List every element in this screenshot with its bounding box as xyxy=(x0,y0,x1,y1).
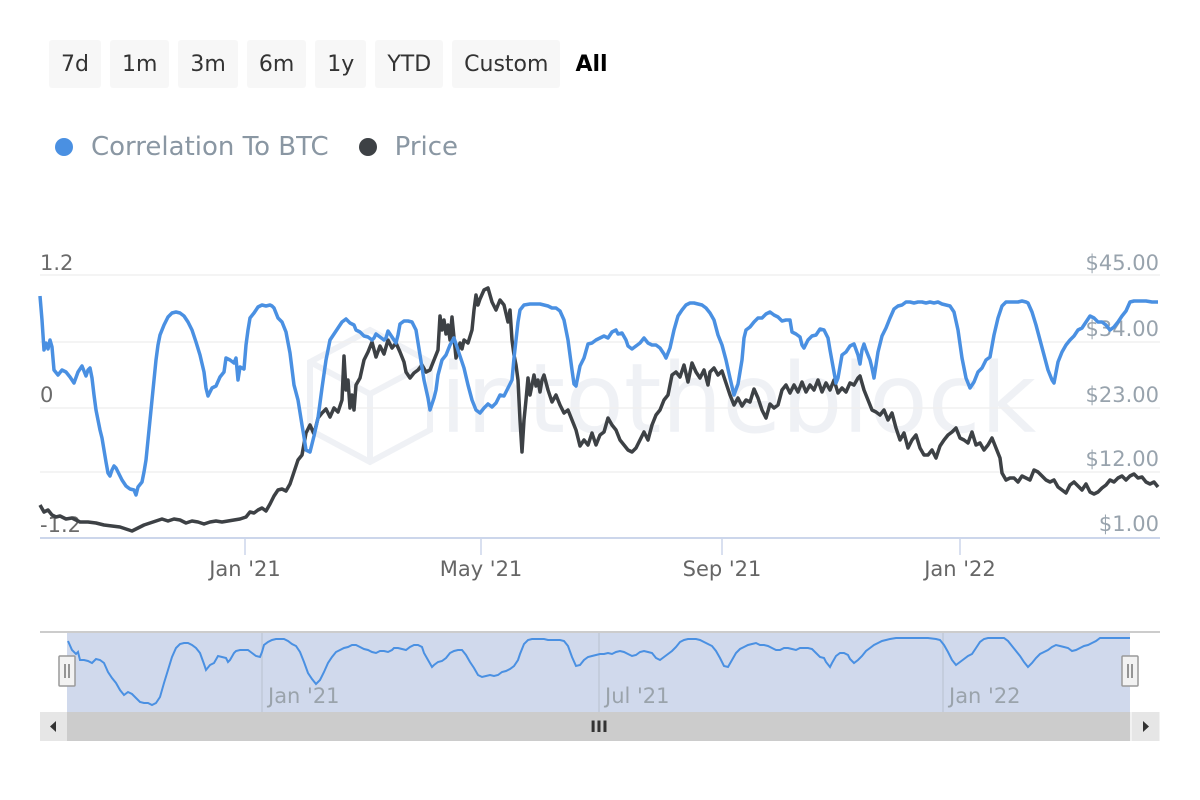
scrollbar-thumb[interactable] xyxy=(67,712,1130,741)
x-tick: Sep '21 xyxy=(683,557,762,581)
y-right-tick: $23.00 xyxy=(1086,383,1159,407)
range-button-1m[interactable]: 1m xyxy=(109,40,170,88)
range-button-3m[interactable]: 3m xyxy=(178,40,238,88)
x-tick: May '21 xyxy=(440,557,523,581)
legend-item-correlation[interactable]: Correlation To BTC xyxy=(55,132,329,162)
scrollbar-grip-icon: III xyxy=(590,717,608,736)
navigator-x-label: Jul '21 xyxy=(603,684,670,708)
legend-dot-icon xyxy=(358,138,377,156)
gridlines xyxy=(40,274,1160,473)
arrow-left-icon xyxy=(50,721,56,732)
x-tick: Jan '21 xyxy=(207,557,281,581)
legend-dot-icon xyxy=(55,138,73,156)
scrollbar-left-button[interactable] xyxy=(40,712,67,741)
navigator-series-line xyxy=(67,637,1130,707)
legend-label: Correlation To BTC xyxy=(91,132,329,162)
navigator: Jan '21 Jul '21 Jan '22 III xyxy=(40,631,1160,741)
range-button-7d[interactable]: 7d xyxy=(49,40,101,88)
navigator-x-label: Jan '22 xyxy=(947,684,1021,708)
range-selector: 7d 1m 3m 6m 1y YTD Custom All xyxy=(49,40,614,88)
range-button-1y[interactable]: 1y xyxy=(315,40,367,88)
navigator-gridlines xyxy=(261,633,944,712)
y-left-tick: 1.2 xyxy=(40,251,73,275)
navigator-x-label: Jan '21 xyxy=(266,684,340,708)
range-button-custom[interactable]: Custom xyxy=(452,40,561,88)
y-left-tick: 0 xyxy=(40,383,53,407)
scrollbar-right-button[interactable] xyxy=(1132,712,1159,741)
chart-legend: Correlation To BTC Price xyxy=(55,132,458,162)
x-tick: Jan '22 xyxy=(922,557,996,581)
arrow-right-icon xyxy=(1143,721,1149,732)
range-button-all[interactable]: All xyxy=(575,51,608,77)
legend-item-price[interactable]: Price xyxy=(358,132,459,162)
watermark-cube-icon xyxy=(307,326,433,466)
navigator-left-handle[interactable] xyxy=(58,655,76,687)
range-button-6m[interactable]: 6m xyxy=(246,40,307,88)
range-button-ytd[interactable]: YTD xyxy=(375,40,444,88)
correlation-series-line xyxy=(38,295,1158,497)
y-right-tick: $45.00 xyxy=(1086,251,1159,275)
price-series-line xyxy=(38,286,1160,533)
legend-label: Price xyxy=(394,132,459,162)
y-right-tick: $12.00 xyxy=(1086,447,1159,471)
x-axis-ticks xyxy=(244,538,961,555)
y-right-tick: $1.00 xyxy=(1099,512,1159,536)
navigator-right-handle[interactable] xyxy=(1121,655,1139,687)
